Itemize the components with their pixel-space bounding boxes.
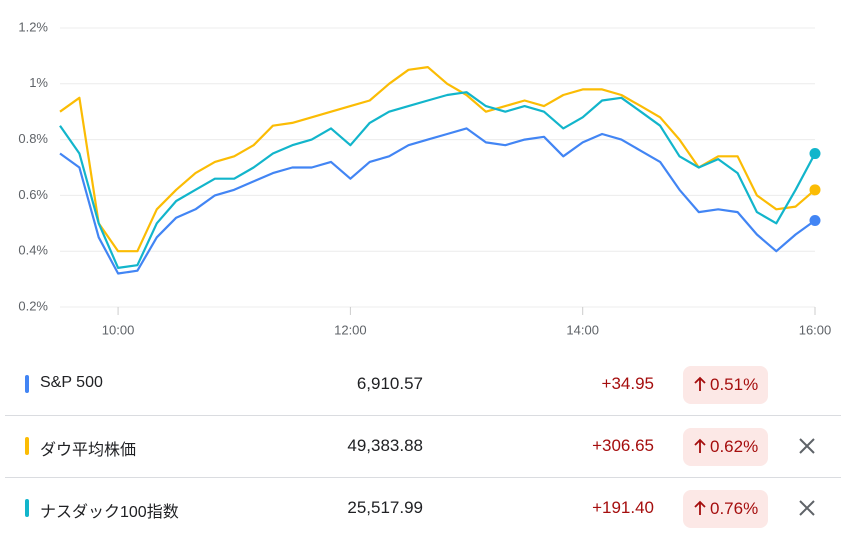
- y-tick-label: 0.6%: [18, 187, 48, 202]
- percent-text: 0.62%: [710, 437, 759, 456]
- series-swatch: [25, 499, 29, 517]
- x-tick-label: 14:00: [566, 322, 599, 337]
- end-dot: [809, 148, 821, 160]
- percent-text: 0.51%: [710, 375, 759, 394]
- percent-pill: 0.76%: [683, 490, 769, 528]
- close-icon: [799, 438, 815, 454]
- series-swatch: [25, 437, 29, 455]
- end-dot: [809, 184, 821, 196]
- quote-price: 25,517.99: [347, 498, 423, 517]
- quote-name: ダウ平均株価: [40, 442, 137, 459]
- arrow-path: [694, 438, 706, 453]
- remove-button[interactable]: [795, 496, 819, 520]
- quote-name: ナスダック100指数: [40, 504, 179, 521]
- chart: 0.2% 0.4% 0.6% 0.8% 1% 1.2% 10:00 12:00 14:00 16:…: [18, 19, 832, 337]
- x-tick-label: 12:00: [334, 322, 367, 337]
- remove-button[interactable]: [795, 434, 819, 458]
- quote-price: 6,910.57: [356, 374, 423, 393]
- close-icon: [799, 500, 815, 516]
- percent-pill: 0.62%: [683, 428, 769, 466]
- end-dot: [809, 215, 821, 227]
- percent-text: 0.76%: [710, 499, 759, 518]
- y-tick-label: 0.2%: [18, 298, 48, 313]
- series-line: [59, 91, 816, 269]
- series-line: [59, 127, 816, 275]
- series-line: [59, 66, 816, 253]
- arrow-path: [694, 500, 706, 515]
- quote-price: 49,383.88: [347, 436, 423, 455]
- quote-row[interactable]: ナスダック100指数 25,517.99 +191.40 0.76%: [5, 478, 841, 539]
- up-arrow: [694, 438, 706, 453]
- quote-row[interactable]: ダウ平均株価 49,383.88 +306.65 0.62%: [5, 416, 841, 478]
- up-arrow: [694, 500, 706, 515]
- x-tick-label: 10:00: [102, 322, 135, 337]
- arrow-path: [694, 376, 706, 391]
- up-arrow: [694, 376, 706, 391]
- quote-name: S&P 500: [40, 374, 103, 391]
- percent-pill: 0.51%: [683, 366, 769, 404]
- quote-table: S&P 500 6,910.57 +34.95 0.51% ダウ平均株価 49,383.8…: [0, 354, 847, 539]
- series-swatch: [25, 375, 29, 393]
- y-tick-label: 1.2%: [18, 19, 48, 34]
- quote-change: +34.95: [601, 374, 654, 393]
- quote-change: +191.40: [592, 498, 654, 517]
- quote-change: +306.65: [592, 436, 654, 455]
- y-tick-label: 1%: [29, 75, 48, 90]
- quote-row[interactable]: S&P 500 6,910.57 +34.95 0.51%: [5, 354, 841, 416]
- y-tick-label: 0.4%: [18, 243, 48, 258]
- x-tick-label: 16:00: [799, 322, 832, 337]
- y-tick-label: 0.8%: [18, 131, 48, 146]
